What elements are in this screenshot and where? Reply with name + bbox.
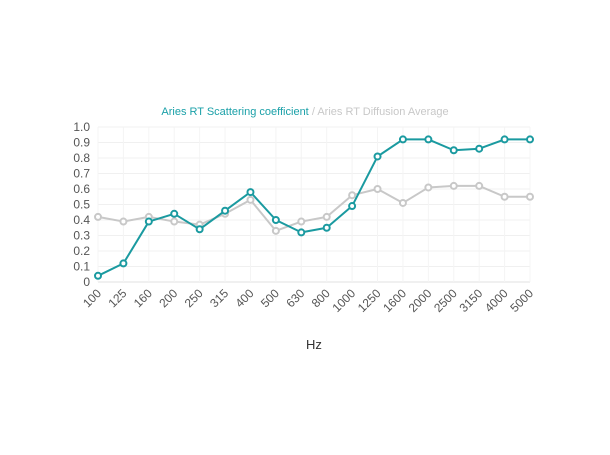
data-point-1[interactable] xyxy=(373,185,382,193)
x-tick-label: 5000 xyxy=(507,286,536,315)
data-point-1[interactable] xyxy=(398,198,407,207)
data-point-1[interactable] xyxy=(449,181,458,190)
data-point-0[interactable] xyxy=(94,271,102,280)
data-point-1[interactable] xyxy=(424,183,433,192)
data-point-0[interactable] xyxy=(297,228,306,237)
data-point-0[interactable] xyxy=(449,146,458,155)
x-tick-label: 125 xyxy=(105,286,129,310)
data-point-0[interactable] xyxy=(144,217,153,226)
data-point-0[interactable] xyxy=(246,188,255,197)
data-point-1[interactable] xyxy=(500,192,509,201)
data-point-1[interactable] xyxy=(475,181,484,190)
series-line-1 xyxy=(97,184,530,232)
x-tick-label: 1000 xyxy=(329,286,358,315)
data-point-0[interactable] xyxy=(398,135,407,144)
data-point-0[interactable] xyxy=(322,223,331,232)
y-tick-label: 0.4 xyxy=(73,213,90,227)
data-point-0[interactable] xyxy=(221,206,230,215)
x-tick-label: 160 xyxy=(131,286,155,310)
x-tick-label: 1250 xyxy=(355,286,384,315)
x-tick-label: 630 xyxy=(283,286,307,310)
x-axis: 100 125 160 200 250 315 400 500 630 8001000125016… xyxy=(80,286,536,315)
data-point-1[interactable] xyxy=(94,212,102,221)
x-tick-label: 3150 xyxy=(457,286,486,315)
data-point-1[interactable] xyxy=(526,192,534,201)
data-point-1[interactable] xyxy=(348,191,357,200)
data-point-0[interactable] xyxy=(170,209,179,218)
y-tick-label: 0.3 xyxy=(73,229,90,243)
data-point-0[interactable] xyxy=(119,259,128,268)
y-tick-label: 0.6 xyxy=(73,182,90,196)
x-tick-label: 2500 xyxy=(431,286,460,315)
data-point-1[interactable] xyxy=(322,212,331,221)
data-point-0[interactable] xyxy=(373,152,382,161)
series-layer xyxy=(94,135,534,280)
data-point-0[interactable] xyxy=(271,216,280,224)
x-tick-label: 1600 xyxy=(380,286,409,315)
data-point-0[interactable] xyxy=(348,202,357,211)
x-tick-label: 500 xyxy=(258,286,282,310)
x-tick-label: 4000 xyxy=(482,286,511,315)
legend-item-diffusion[interactable]: Aries RT Diffusion Average xyxy=(317,106,449,118)
x-tick-label: 800 xyxy=(309,286,333,310)
y-tick-label: 0.9 xyxy=(73,136,90,150)
x-tick-label: 400 xyxy=(233,286,257,310)
data-point-1[interactable] xyxy=(170,217,179,226)
y-tick-label: 0.1 xyxy=(73,260,90,274)
y-tick-label: 0.7 xyxy=(73,167,90,181)
y-tick-label: 0 xyxy=(83,275,90,289)
y-tick-label: 0.8 xyxy=(73,151,90,165)
x-tick-label: 200 xyxy=(156,286,180,310)
data-point-0[interactable] xyxy=(526,135,534,144)
x-tick-label: 315 xyxy=(207,286,231,310)
x-axis-title: Hz xyxy=(306,337,322,352)
data-point-0[interactable] xyxy=(424,135,433,144)
x-tick-label: 100 xyxy=(80,286,104,310)
legend-item-scattering[interactable]: Aries RT Scattering coefficient xyxy=(161,106,309,118)
y-tick-label: 1.0 xyxy=(73,120,90,134)
series-line-0 xyxy=(97,138,530,277)
grid xyxy=(97,126,531,283)
y-axis: 00.1 0.20.3 0.40.5 0.60.7 0.80.9 1.0 xyxy=(73,120,90,289)
y-tick-label: 0.5 xyxy=(73,198,90,212)
legend-separator: / xyxy=(311,106,315,118)
data-point-1[interactable] xyxy=(119,217,128,226)
data-point-1[interactable] xyxy=(297,217,306,226)
data-point-1[interactable] xyxy=(271,226,280,235)
x-tick-label: 250 xyxy=(182,286,206,310)
data-point-0[interactable] xyxy=(475,144,484,153)
data-point-1[interactable] xyxy=(246,195,255,204)
x-tick-label: 2000 xyxy=(406,286,435,315)
data-point-0[interactable] xyxy=(195,225,204,234)
y-tick-label: 0.2 xyxy=(73,244,90,258)
data-point-0[interactable] xyxy=(500,135,509,144)
legend: Aries RT Scattering coefficient / Aries … xyxy=(0,106,610,118)
